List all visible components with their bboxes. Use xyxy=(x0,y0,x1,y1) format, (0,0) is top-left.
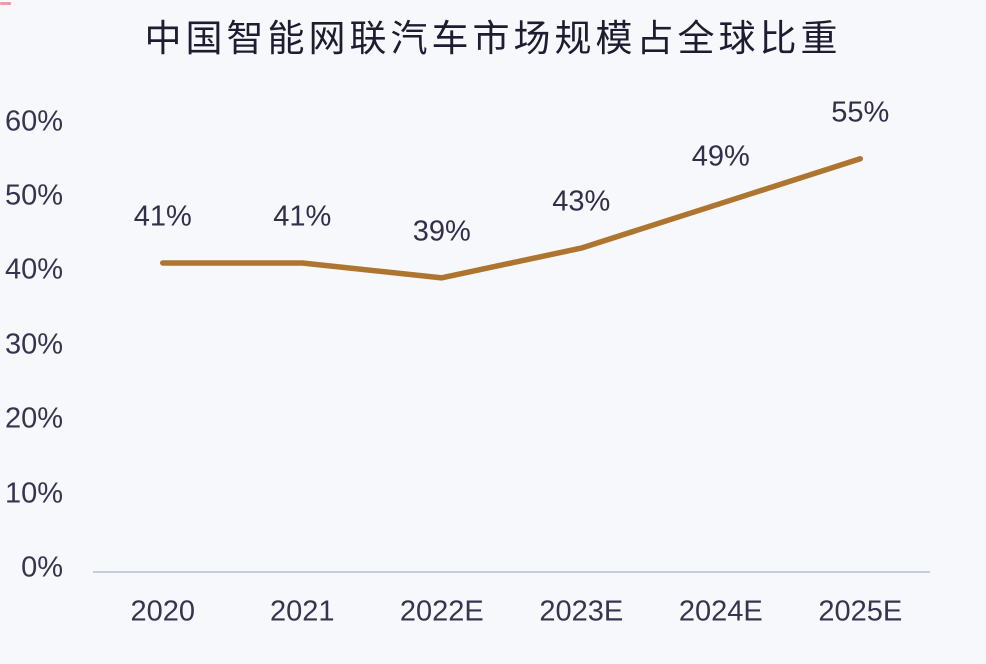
x-tick-label: 2023E xyxy=(539,595,624,628)
y-tick-label: 50% xyxy=(4,179,63,212)
data-label: 41% xyxy=(273,200,332,233)
y-tick-label: 0% xyxy=(21,551,63,584)
data-line xyxy=(160,156,863,281)
x-tick-label: 2020 xyxy=(130,595,196,628)
data-label: 39% xyxy=(412,215,471,248)
chart-title: 中国智能网联汽车市场规模占全球比重 xyxy=(144,18,842,59)
x-tick-label: 2025E xyxy=(818,595,903,628)
y-tick-label: 10% xyxy=(4,477,63,510)
corner-artifact xyxy=(0,2,11,5)
y-axis: 0% 10% 20% 30% 40% 50% 60% xyxy=(0,0,63,664)
x-tick-label: 2021 xyxy=(269,595,335,628)
data-label: 43% xyxy=(552,185,611,218)
y-tick-label: 30% xyxy=(4,328,63,361)
y-tick-label: 40% xyxy=(4,253,63,286)
data-label: 41% xyxy=(133,200,192,233)
x-tick-label: 2022E xyxy=(399,595,484,628)
x-tick-label: 2024E xyxy=(678,595,763,628)
y-tick-label: 20% xyxy=(4,402,63,435)
y-tick-label: 60% xyxy=(4,105,63,138)
data-label: 49% xyxy=(691,140,750,173)
data-label: 55% xyxy=(831,96,890,129)
